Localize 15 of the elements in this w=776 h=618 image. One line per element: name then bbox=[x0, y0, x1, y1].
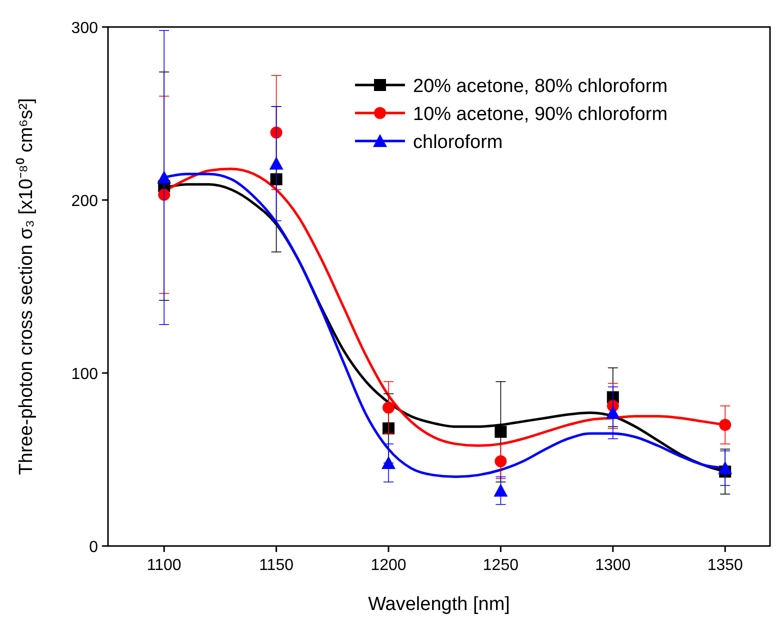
legend-label: chloroform bbox=[413, 132, 503, 153]
x-tick-label: 1250 bbox=[482, 557, 519, 574]
x-tick-label: 1300 bbox=[595, 557, 631, 574]
x-tick-label: 1200 bbox=[370, 557, 406, 574]
x-tick-label: 1100 bbox=[146, 557, 182, 574]
y-tick-label: 300 bbox=[71, 20, 98, 37]
legend-label: 10% acetone, 90% chloroform bbox=[413, 104, 668, 125]
y-tick-label: 200 bbox=[71, 193, 98, 210]
x-axis-title: Wavelength [nm] bbox=[368, 594, 510, 615]
legend-label: 20% acetone, 80% chloroform bbox=[413, 76, 668, 97]
y-tick-label: 0 bbox=[89, 539, 98, 556]
y-axis-title: Three-photon cross section σ₃ [x10⁻⁸⁰ cm⁶s²] bbox=[15, 98, 37, 475]
y-tick-label: 100 bbox=[71, 366, 98, 383]
x-tick-label: 1350 bbox=[707, 557, 744, 574]
x-tick-label: 1150 bbox=[259, 557, 294, 574]
